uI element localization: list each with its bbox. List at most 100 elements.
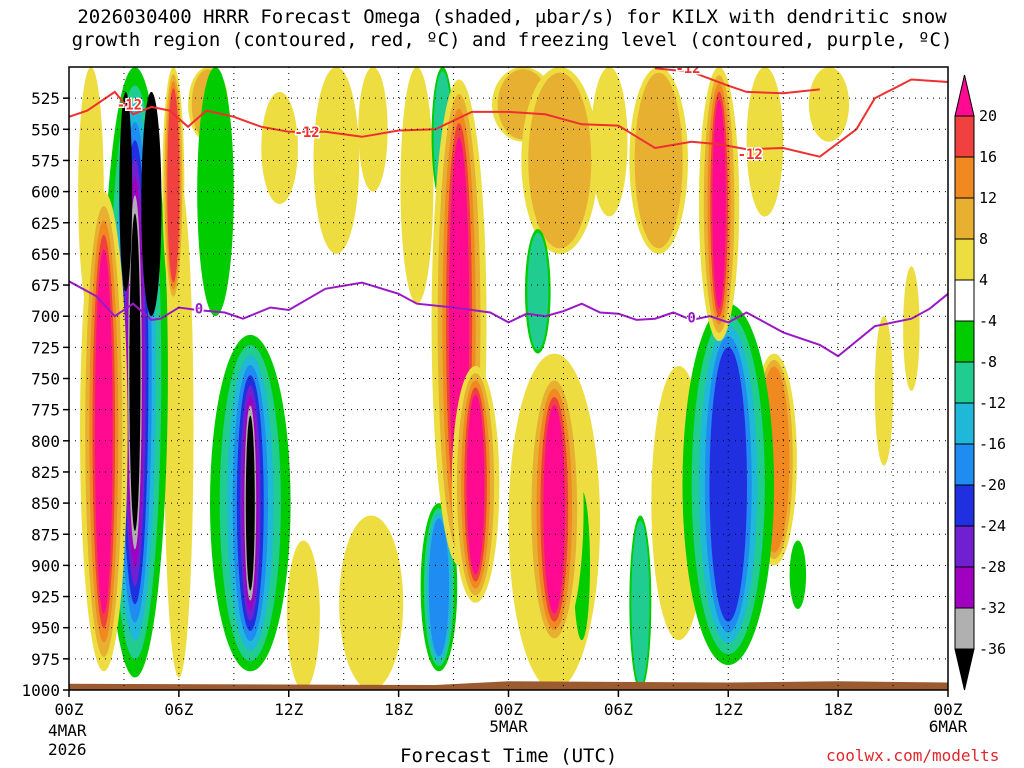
x-tick-label-30: 06Z <box>604 700 633 719</box>
colorbar-box-13 <box>954 607 975 650</box>
colorbar-label-10: -24 <box>979 517 1006 535</box>
y-tick-label-550: 550 <box>31 120 60 139</box>
desc-04z-column-level-8 <box>129 213 141 532</box>
y-tick-label-625: 625 <box>31 214 60 233</box>
date-label-mid-day: 5MAR <box>489 717 528 736</box>
asc-bg-19z-level-0 <box>400 67 434 304</box>
y-tick-label-850: 850 <box>31 494 60 513</box>
asc-bg-17z-level-0 <box>808 67 850 142</box>
title-line-2: growth region (contoured, red, ºC) and f… <box>71 29 953 51</box>
colorbar-label-1: 16 <box>979 148 997 166</box>
desc-16z-low-level-0 <box>789 540 807 610</box>
x-tick-label-18: 18Z <box>384 700 413 719</box>
dgz-contour-0 <box>69 78 948 158</box>
desc-07z-low-level-1 <box>631 520 650 685</box>
freezing-contour-0 <box>69 280 948 358</box>
y-tick-label-800: 800 <box>31 432 60 451</box>
colorbar-box-11 <box>954 525 975 568</box>
y-tick-label-650: 650 <box>31 245 60 264</box>
y-tick-label-950: 950 <box>31 619 60 638</box>
colorbar-box-12 <box>954 566 975 609</box>
y-tick-label-700: 700 <box>31 307 60 326</box>
y-tick-label-600: 600 <box>31 183 60 202</box>
colorbar-box-6 <box>954 320 975 363</box>
date-label-start-day: 4MAR <box>48 721 87 740</box>
desc-20z-low-level-3 <box>428 518 450 657</box>
y-tick-label-1000: 1000 <box>21 681 60 700</box>
y-tick-label-775: 775 <box>31 401 60 420</box>
desc-12z-low-level-4 <box>709 347 748 622</box>
asc-bg-low-20z-level-0 <box>874 316 894 466</box>
colorbar-label-13: -36 <box>979 640 1006 658</box>
asc-bg-16z-level-0 <box>358 67 388 192</box>
y-tick-label-575: 575 <box>31 151 60 170</box>
freezing-label-1: 0 <box>195 302 203 318</box>
x-tick-label-36: 12Z <box>714 700 743 719</box>
y-tick-label-525: 525 <box>31 89 60 108</box>
colorbar-box-8 <box>954 402 975 445</box>
asc-bg-08z-level-1 <box>634 72 683 249</box>
dgz-label-3: -12 <box>738 147 763 163</box>
desc-04z-core-level-0 <box>141 91 162 317</box>
asc-1130z-column-level-4 <box>712 99 726 309</box>
dgz-label-4: -12 <box>675 61 700 77</box>
colorbar-label-5: -4 <box>979 312 997 330</box>
x-tick-label-48: 00Z <box>934 700 963 719</box>
credit-link[interactable]: coolwx.com/modelts <box>826 746 1000 765</box>
y-tick-label-925: 925 <box>31 588 60 607</box>
x-tick-label-42: 18Z <box>824 700 853 719</box>
x-tick-label-6: 06Z <box>164 700 193 719</box>
x-tick-label-12: 12Z <box>274 700 303 719</box>
colorbar-label-2: 12 <box>979 189 997 207</box>
colorbar-box-10 <box>954 484 975 527</box>
asc-bg-low-16z-level-0 <box>339 515 404 690</box>
asc-bg-14z-day2-level-0 <box>746 67 784 217</box>
x-tick-label-24: 00Z <box>494 700 523 719</box>
y-tick-label-825: 825 <box>31 463 60 482</box>
desc-10z-low-level-8 <box>245 415 255 591</box>
asc-bg-14z-level-0 <box>313 67 360 254</box>
dgz-label-2: -12 <box>294 125 319 141</box>
colorbar-box-1 <box>954 115 975 158</box>
asc-bg-06z-level-0 <box>164 179 194 678</box>
colorbar-top-arrow <box>954 74 975 117</box>
asc-bg-11z-level-0 <box>261 91 298 205</box>
colorbar-label-4: 4 <box>979 271 988 289</box>
colorbar: 20 16 12 8 4 -4 -8 -12 -16 -20 -24 -28 -32 -36 <box>954 74 1006 691</box>
date-label-start-year: 2026 <box>48 740 87 759</box>
date-label-end-day: 6MAR <box>929 717 968 736</box>
colorbar-box-5 <box>954 279 975 322</box>
asc-bg-02z-level-1 <box>528 72 592 249</box>
colorbar-box-3 <box>954 197 975 240</box>
title-line-1: 2026030400 HRRR Forecast Omega (shaded, … <box>77 6 947 28</box>
y-tick-label-975: 975 <box>31 650 60 669</box>
desc-0130z-level-1 <box>527 232 549 350</box>
asc-bg-low-22z-level-0 <box>903 266 920 391</box>
x-axis-title: Forecast Time (UTC) <box>400 745 618 767</box>
colorbar-label-7: -12 <box>979 394 1006 412</box>
dgz-contour-1 <box>654 67 820 95</box>
y-tick-label-900: 900 <box>31 556 60 575</box>
asc-12z-low-level-0 <box>286 540 320 690</box>
y-tick-label-875: 875 <box>31 525 60 544</box>
shaded-omega-layer: -12 -12 -12 -12 0 0 <box>69 61 948 690</box>
asc-0230z-low-level-4 <box>543 405 566 614</box>
colorbar-label-9: -20 <box>979 476 1006 494</box>
freezing-label-2: 0 <box>687 310 695 326</box>
colorbar-box-7 <box>954 361 975 404</box>
colorbar-label-8: -16 <box>979 435 1006 453</box>
y-tick-label-725: 725 <box>31 338 60 357</box>
asc-bg-05z-level-0 <box>590 67 628 217</box>
colorbar-label-6: -8 <box>979 353 997 371</box>
asc-22z-low-level-4 <box>466 394 485 575</box>
asc-06z-upper-level-3 <box>167 88 180 283</box>
chart-title: 2026030400 HRRR Forecast Omega (shaded, … <box>0 6 1024 52</box>
colorbar-label-11: -28 <box>979 558 1006 576</box>
desc-03z-core-level-0 <box>119 91 133 292</box>
x-tick-label-0: 00Z <box>55 700 84 719</box>
colorbar-box-9 <box>954 443 975 486</box>
y-tick-label-750: 750 <box>31 370 60 389</box>
y-tick-label-675: 675 <box>31 276 60 295</box>
colorbar-label-0: 20 <box>979 107 997 125</box>
